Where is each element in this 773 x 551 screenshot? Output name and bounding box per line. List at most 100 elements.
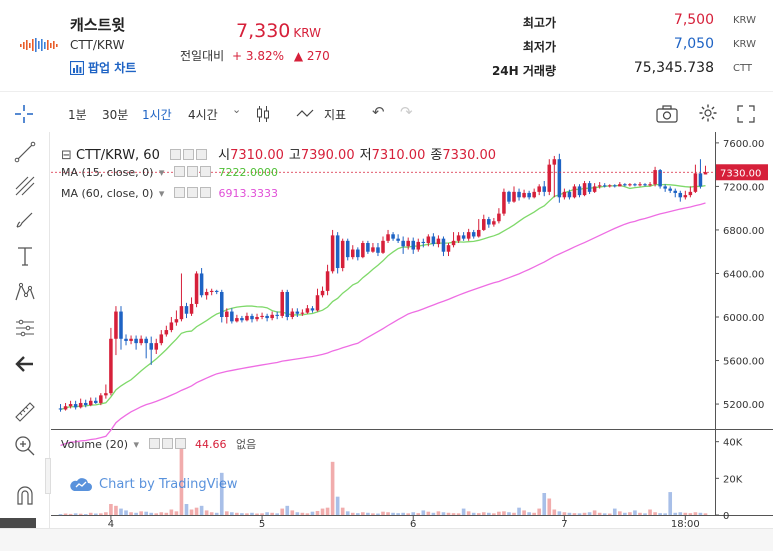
legend-eye-icon[interactable]	[170, 149, 181, 160]
ma15-eye-icon[interactable]	[173, 166, 185, 177]
settings-gear-icon[interactable]	[698, 103, 718, 123]
zoom-in-icon[interactable]	[13, 434, 37, 458]
ma15-legend: MA (15, close, 0) ▾ 7222.0000	[61, 166, 278, 179]
volume-bar	[431, 512, 436, 515]
trend-line-icon[interactable]	[13, 140, 37, 164]
ohlc-key: 저	[359, 148, 372, 163]
volume-bar	[587, 512, 592, 515]
volume-dropdown-icon[interactable]: ▾	[133, 438, 140, 451]
chart-legend-main: ⊟ CTT/KRW, 60 시7310.00 고7390.00 저7310.00 종7…	[61, 144, 496, 163]
crosshair-icon[interactable]	[14, 104, 34, 124]
interval-0-button[interactable]: 1분	[68, 108, 87, 122]
price-change: 전일대비 + 3.82% ▲ 270	[180, 47, 330, 64]
volume-bar	[361, 512, 365, 515]
legend-close-icon[interactable]	[196, 149, 207, 160]
back-arrow-icon[interactable]	[13, 352, 37, 376]
legend-settings-icon[interactable]	[183, 149, 194, 160]
candle-body	[260, 315, 264, 317]
time-tick-label: 4	[108, 519, 114, 528]
volume-label: Volume (20)	[61, 438, 128, 451]
volume-bar	[255, 513, 259, 515]
collapse-legend-icon[interactable]: ⊟	[61, 148, 72, 163]
volume-bar	[194, 507, 199, 515]
interval-3-button[interactable]: 4시간	[188, 108, 218, 122]
ma60-close-icon[interactable]	[199, 187, 211, 198]
candle-body	[58, 408, 63, 410]
volume-bar	[623, 512, 627, 515]
candle-body	[285, 291, 290, 317]
volume-bar	[426, 511, 431, 515]
volume-bar	[527, 512, 531, 515]
ma15-close-icon[interactable]	[199, 166, 211, 177]
candle-body	[300, 312, 305, 314]
watermark-text: Chart by TradingView	[99, 476, 238, 492]
volume-bar	[204, 510, 209, 515]
volume-bar	[612, 508, 617, 515]
candle-body	[109, 338, 113, 394]
camera-icon[interactable]	[656, 105, 678, 123]
volume-bar	[537, 508, 542, 515]
volume-bar	[320, 508, 325, 515]
volume-bar	[119, 508, 123, 515]
volume-bar	[371, 513, 375, 515]
interval-1-button[interactable]: 30분	[102, 108, 129, 122]
candle-body	[139, 338, 143, 344]
magnet-icon[interactable]	[13, 484, 37, 508]
ma60-dropdown-icon[interactable]: ▾	[158, 187, 165, 200]
redo-icon[interactable]: ↷	[400, 103, 413, 121]
candle-body	[184, 306, 189, 314]
ma60-settings-icon[interactable]	[186, 187, 198, 198]
indicator-icon[interactable]	[296, 108, 316, 120]
volume-eye-icon[interactable]	[148, 438, 160, 449]
tradingview-watermark[interactable]: Chart by TradingView	[69, 476, 237, 492]
candle-body	[315, 295, 320, 311]
candle-body	[275, 314, 279, 316]
ma15-settings-icon[interactable]	[186, 166, 198, 177]
volume-bar	[169, 509, 174, 515]
volume-bar	[446, 512, 451, 515]
stat-value: 75,345.738	[633, 60, 714, 76]
volume-close-icon[interactable]	[174, 438, 186, 449]
volume-bar	[567, 512, 572, 515]
candlestick-type-icon[interactable]	[256, 105, 270, 123]
change-label: 전일대비	[180, 49, 225, 63]
candle-body	[376, 247, 380, 253]
candle-body	[114, 311, 118, 339]
volume-bar	[461, 508, 466, 515]
volume-bar	[381, 511, 385, 515]
ma15-dropdown-icon[interactable]: ▾	[158, 166, 165, 179]
candle-body	[482, 219, 486, 230]
candle-body	[320, 290, 325, 296]
volume-bar	[451, 513, 456, 515]
stat-label: 최고가	[522, 16, 556, 30]
interval-dropdown-icon[interactable]: ⌄	[232, 103, 242, 116]
candle-body	[270, 314, 274, 319]
candle-body	[466, 232, 471, 239]
candle-body	[668, 188, 672, 191]
ma60-eye-icon[interactable]	[173, 187, 185, 198]
price-chart[interactable]: 7600.00 7200.00 6800.00 6400.00 6000.00 5600.…	[51, 132, 773, 530]
interval-2-button[interactable]: 1시간	[142, 108, 172, 122]
toolbar-scroll-handle[interactable]	[45, 458, 51, 494]
fib-tool-icon[interactable]	[13, 174, 37, 198]
measure-tool-icon[interactable]	[13, 316, 37, 340]
undo-icon[interactable]: ↶	[372, 103, 385, 121]
popup-chart-button[interactable]: 팝업 차트	[70, 59, 136, 76]
volume-bar	[618, 511, 622, 515]
volume-bar	[305, 513, 310, 515]
price-tick-label: 6000.00	[723, 313, 764, 324]
indicators-button[interactable]: 지표	[324, 108, 347, 122]
brush-icon[interactable]	[13, 208, 37, 232]
volume-bar	[290, 510, 295, 515]
candle-body	[204, 291, 209, 296]
volume-bar	[441, 512, 446, 515]
pattern-tool-icon[interactable]	[13, 280, 37, 304]
candle-body	[219, 291, 224, 317]
price-chart-svg[interactable]: 7600.00 7200.00 6800.00 6400.00 6000.00 5600.…	[51, 132, 773, 530]
text-tool-icon[interactable]	[13, 244, 37, 268]
volume-bar	[386, 512, 390, 515]
fullscreen-icon[interactable]	[737, 105, 755, 123]
ruler-icon[interactable]	[13, 400, 37, 424]
volume-settings-icon[interactable]	[161, 438, 173, 449]
candle-body	[381, 240, 385, 253]
